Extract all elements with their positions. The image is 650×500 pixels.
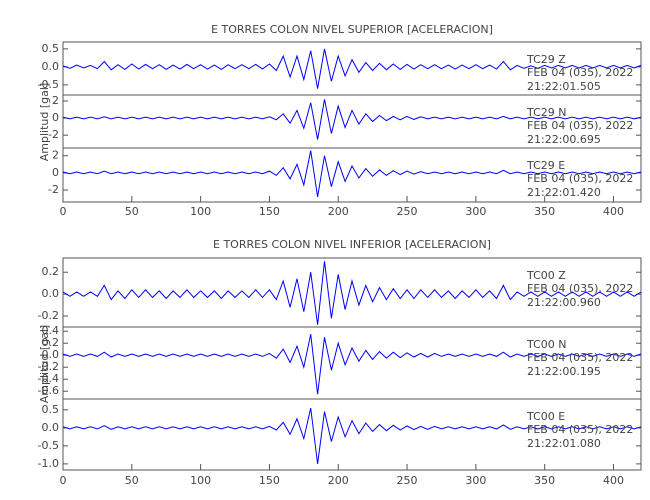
x-tick-label: 100 <box>190 205 211 218</box>
y-tick-label: 0.2 <box>42 336 60 349</box>
time-label: 21:22:01.420 <box>527 186 601 199</box>
x-tick-label: 0 <box>60 474 67 487</box>
station-label: TC29 N <box>526 106 566 119</box>
station-label: TC29 Z <box>526 53 566 66</box>
station-label: TC29 E <box>526 159 565 172</box>
time-label: 21:22:00.695 <box>527 133 601 146</box>
y-tick-label: -0.2 <box>38 309 59 322</box>
y-tick-label: 0.4 <box>42 324 60 337</box>
y-tick-label: 0 <box>52 111 59 124</box>
time-label: 21:22:00.960 <box>527 296 601 309</box>
x-tick-label: 350 <box>534 474 555 487</box>
x-tick-label: 200 <box>328 474 349 487</box>
x-tick-label: 250 <box>397 205 418 218</box>
x-tick-label: 400 <box>603 474 624 487</box>
waveform <box>62 407 642 464</box>
y-tick-label: -2 <box>48 128 59 141</box>
x-tick-label: 350 <box>534 205 555 218</box>
x-tick-label: 400 <box>603 205 624 218</box>
waveform <box>62 150 642 197</box>
trace-frame <box>62 398 642 471</box>
y-tick-label: -0.2 <box>38 360 59 373</box>
x-tick-label: 250 <box>397 474 418 487</box>
x-tick-label: 50 <box>125 205 139 218</box>
date-label: FEB 04 (035), 2022 <box>527 66 633 79</box>
y-tick-label: 0.0 <box>42 287 60 300</box>
y-tick-label: 2 <box>52 94 59 107</box>
station-label: TC00 Z <box>526 269 566 282</box>
y-tick-label: -0.5 <box>38 78 59 91</box>
y-tick-label: -2 <box>48 183 59 196</box>
y-tick-label: -1.0 <box>38 457 59 470</box>
time-label: 21:22:01.505 <box>527 80 601 93</box>
y-tick-label: 0.0 <box>42 60 60 73</box>
y-axis-label: Amplitud [gal] <box>38 325 51 403</box>
y-tick-label: -0.4 <box>38 372 59 385</box>
x-tick-label: 0 <box>60 205 67 218</box>
y-tick-label: 0.0 <box>42 421 60 434</box>
x-tick-label: 150 <box>259 205 280 218</box>
waveform <box>62 48 642 89</box>
date-label: FEB 04 (035), 2022 <box>527 119 633 132</box>
y-tick-label: 0 <box>52 166 59 179</box>
y-tick-label: 0.0 <box>42 348 60 361</box>
chart-title: E TORRES COLON NIVEL INFERIOR [ACELERACI… <box>213 238 491 251</box>
date-label: FEB 04 (035), 2022 <box>527 423 633 436</box>
y-tick-label: 0.5 <box>42 403 60 416</box>
waveform <box>62 99 642 140</box>
station-label: TC00 N <box>526 338 566 351</box>
x-tick-label: 50 <box>125 474 139 487</box>
y-tick-label: 0.5 <box>42 42 60 55</box>
date-label: FEB 04 (035), 2022 <box>527 351 633 364</box>
waveform <box>62 334 642 395</box>
x-tick-label: 200 <box>328 205 349 218</box>
station-label: TC00 E <box>526 410 565 423</box>
y-tick-label: 2 <box>52 149 59 162</box>
waveform <box>62 261 642 325</box>
y-tick-label: 0.2 <box>42 265 60 278</box>
trace-frame <box>62 147 642 203</box>
date-label: FEB 04 (035), 2022 <box>527 282 633 295</box>
x-tick-label: 100 <box>190 474 211 487</box>
y-tick-label: -0.5 <box>38 439 59 452</box>
x-tick-label: 300 <box>465 474 486 487</box>
x-tick-label: 150 <box>259 474 280 487</box>
time-label: 21:22:00.195 <box>527 365 601 378</box>
chart-title: E TORRES COLON NIVEL SUPERIOR [ACELERACI… <box>211 23 493 36</box>
y-axis-label: Amplitud [gal] <box>38 83 51 161</box>
date-label: FEB 04 (035), 2022 <box>527 172 633 185</box>
y-tick-label: -0.6 <box>38 384 59 397</box>
time-label: 21:22:01.080 <box>527 437 601 450</box>
x-tick-label: 300 <box>465 205 486 218</box>
